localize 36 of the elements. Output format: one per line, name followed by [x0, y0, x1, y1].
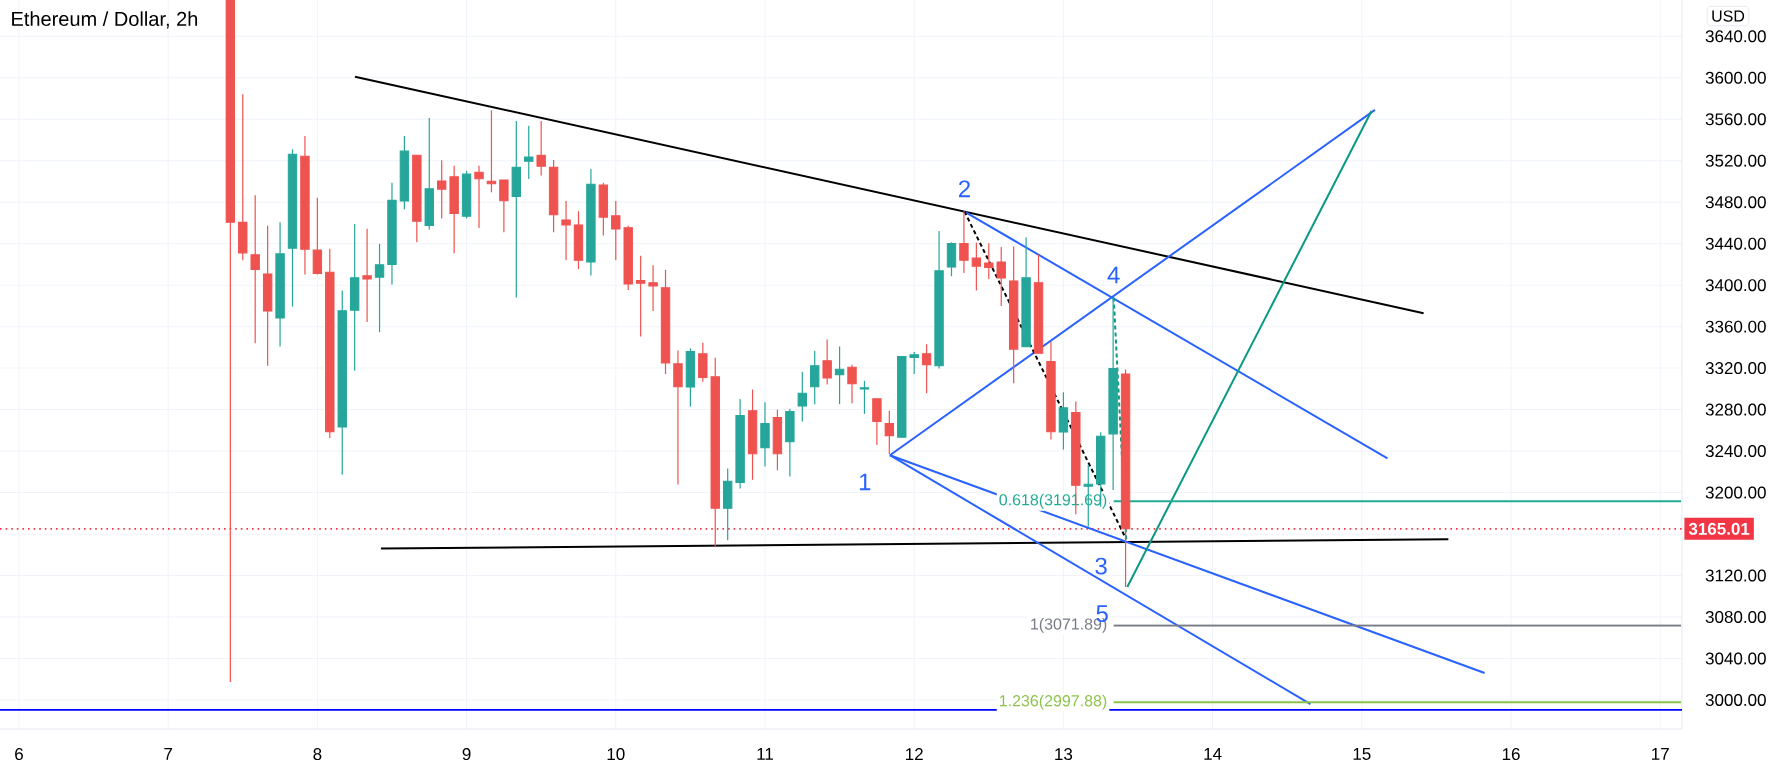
y-tick-label: 3040.00 [1705, 652, 1766, 665]
x-tick-label: 7 [164, 748, 173, 760]
x-tick-label: 17 [1652, 748, 1669, 760]
y-tick-label: 3600.00 [1705, 71, 1766, 84]
y-tick-label: 3400.00 [1705, 279, 1766, 292]
y-tick-label: 3120.00 [1705, 569, 1766, 582]
annotation: 2 [959, 180, 970, 198]
y-tick-label: 3480.00 [1705, 196, 1766, 209]
y-tick-label: 3520.00 [1705, 154, 1766, 167]
y-tick-label: 3560.00 [1705, 113, 1766, 126]
y-tick-label: 3360.00 [1705, 320, 1766, 333]
y-tick-label: 3000.00 [1705, 693, 1766, 706]
y-tick-label: 3280.00 [1705, 403, 1766, 416]
x-tick-label: 12 [906, 748, 923, 760]
chart-title: Ethereum / Dollar, 2h [12, 11, 198, 29]
y-tick-label: 3320.00 [1705, 362, 1766, 375]
x-tick-label: 8 [313, 748, 322, 761]
y-tick-label: 3440.00 [1705, 237, 1766, 250]
x-tick-label: 16 [1502, 748, 1520, 761]
y-axis-title: USD [1712, 10, 1745, 22]
x-tick-label: 11 [757, 748, 773, 760]
annotation: 3 [1095, 557, 1107, 575]
series-label: 1.236(2997.88) [999, 694, 1107, 710]
x-tick-label: 9 [462, 748, 471, 761]
x-tick-label: 13 [1055, 748, 1073, 761]
y-tick-label: 3640.00 [1705, 30, 1766, 43]
x-tick-label: 15 [1353, 748, 1371, 760]
ref-line-label: 3165.01 [1688, 522, 1750, 535]
y-tick-label: 3200.00 [1705, 486, 1766, 499]
annotation: 1 [859, 473, 871, 491]
x-tick-label: 6 [15, 748, 23, 761]
x-tick-label: 14 [1204, 748, 1222, 760]
y-tick-label: 3080.00 [1705, 610, 1766, 623]
annotation: 4 [1107, 266, 1120, 284]
y-tick-label: 3240.00 [1705, 445, 1766, 458]
x-tick-label: 10 [607, 748, 625, 761]
